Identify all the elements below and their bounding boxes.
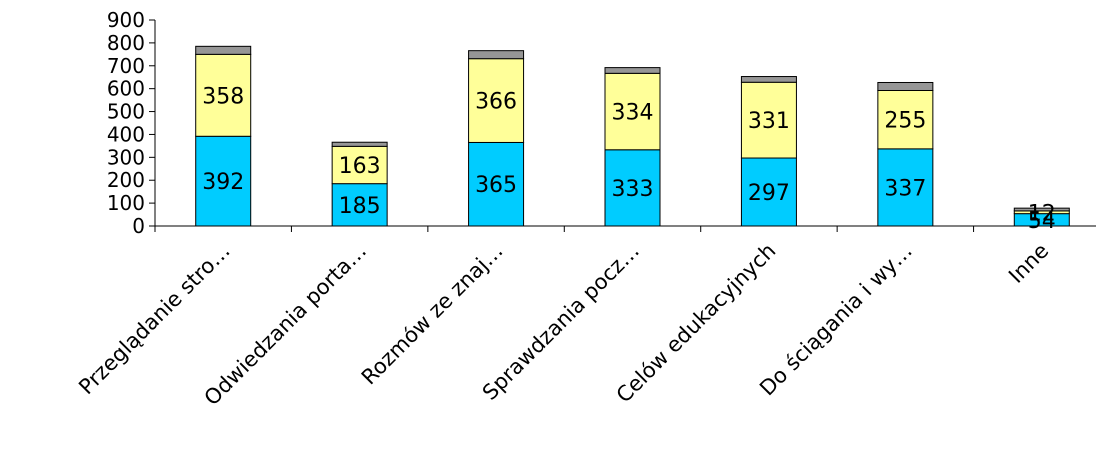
data-label: 358	[202, 84, 244, 109]
data-label: 331	[748, 109, 790, 134]
y-tick-label: 700	[107, 54, 145, 78]
y-tick-label: 200	[107, 168, 145, 192]
bar-segment	[195, 45, 252, 55]
x-axis	[154, 225, 1096, 232]
category-labels: Przeglądanie stro…Odwiedzania porta…Rozm…	[74, 239, 1053, 411]
bars	[195, 45, 1070, 227]
bar-segment	[604, 72, 661, 151]
data-label: 185	[339, 194, 381, 219]
data-label: 334	[612, 101, 654, 126]
category-label: Przeglądanie stro…	[74, 239, 235, 400]
bar-segment	[740, 81, 797, 159]
bar-segment	[195, 53, 252, 137]
data-label: 297	[748, 181, 790, 206]
data-label: 366	[475, 90, 517, 115]
bar-segment	[468, 141, 525, 227]
data-label: 54	[1028, 209, 1056, 234]
y-tick-label: 600	[107, 77, 145, 101]
y-tick-label: 500	[107, 100, 145, 124]
category-label: Sprawdzania pocz…	[478, 239, 644, 405]
y-tick-label: 400	[107, 122, 145, 146]
data-label: 337	[884, 176, 926, 201]
y-tick-label: 300	[107, 145, 145, 169]
data-label: 163	[339, 154, 381, 179]
bar-segment	[877, 89, 934, 150]
category-label: Rozmów ze znaj…	[357, 239, 508, 390]
data-label: 12	[1028, 201, 1056, 226]
bar-segment	[740, 76, 797, 83]
y-tick-label: 800	[107, 31, 145, 55]
bar-segment	[1013, 207, 1070, 212]
data-label: 392	[202, 170, 244, 195]
bar-segment	[604, 149, 661, 227]
data-label: 365	[475, 173, 517, 198]
bar-segment	[331, 183, 388, 227]
data-label: 333	[612, 177, 654, 202]
bar-segment	[468, 58, 525, 143]
bar-segment	[468, 50, 525, 60]
y-tick-label: 100	[107, 191, 145, 215]
y-tick-label: 0	[132, 214, 145, 238]
bar-segment	[877, 81, 934, 91]
category-label: Do ściągania i wy…	[755, 239, 917, 401]
bar-segment	[331, 145, 388, 185]
y-tick-label: 900	[107, 8, 145, 32]
bar-segment	[604, 67, 661, 74]
category-label: Inne	[1004, 239, 1053, 288]
bar-segment	[331, 141, 388, 147]
data-label: 255	[884, 109, 926, 134]
